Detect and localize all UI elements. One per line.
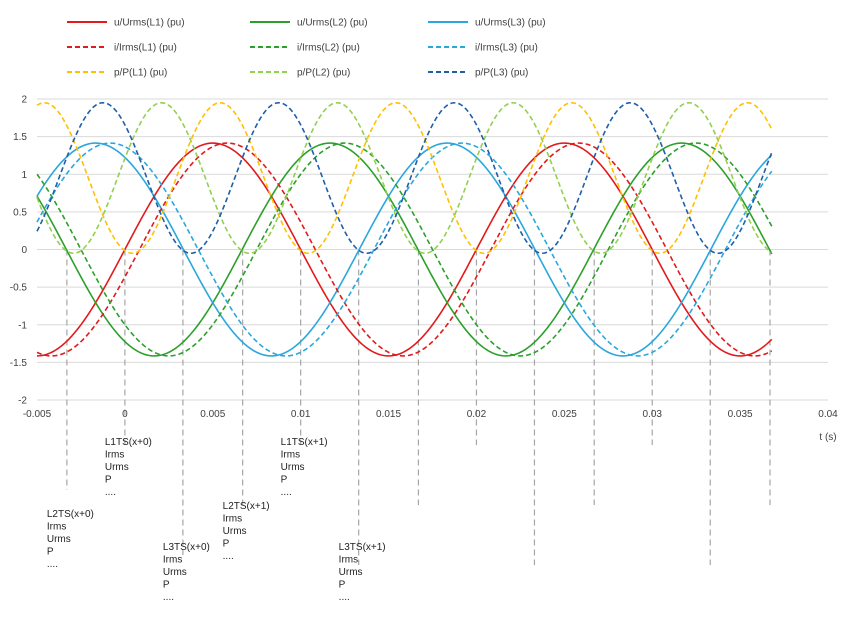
- annotation-line: Irms: [105, 450, 124, 461]
- legend: u/Urms(L1) (pu) u/Urms(L2) (pu) u/Urms(L3)…: [67, 18, 546, 79]
- annotation-line: Urms: [163, 567, 187, 578]
- y-tick-labels: 2 1.5 1 0.5 0 -0.5 -1 -1.5 -2: [10, 95, 28, 407]
- legend-label: p/P(L3) (pu): [475, 68, 528, 79]
- x-tick-label: 0.01: [291, 409, 311, 420]
- x-tick-label: -0.005: [23, 409, 52, 420]
- y-tick-label: 1.5: [13, 132, 27, 143]
- annotation-line: L3TS(x+0): [163, 542, 210, 553]
- annotation-line: P: [163, 580, 170, 591]
- y-tick-label: 1: [21, 170, 27, 181]
- annotation-line: P: [47, 547, 54, 558]
- y-tick-label: 0: [21, 245, 27, 256]
- series-line-2: [36, 142, 773, 357]
- legend-label: u/Urms(L2) (pu): [297, 18, 368, 29]
- annotation-line: P: [105, 475, 112, 486]
- series-line-1: [36, 142, 773, 357]
- annotation-line: Urms: [47, 534, 71, 545]
- series-group: [36, 101, 773, 357]
- series-line-5: [36, 142, 773, 357]
- annotation-line: Irms: [163, 555, 182, 566]
- x-tick-label: 0.025: [552, 409, 577, 420]
- annotation-line: L3TS(x+1): [339, 542, 386, 553]
- x-axis-title: t (s): [819, 432, 836, 443]
- annotation-line: L2TS(x+1): [223, 501, 270, 512]
- annotation-line: ....: [47, 559, 58, 570]
- annotation-line: Urms: [223, 526, 247, 537]
- annotation-line: ....: [339, 592, 350, 603]
- annotation-line: P: [281, 475, 288, 486]
- annotation-line: ....: [163, 592, 174, 603]
- legend-label: u/Urms(L1) (pu): [114, 18, 185, 29]
- y-tick-label: 0.5: [13, 207, 27, 218]
- legend-label: p/P(L1) (pu): [114, 68, 167, 79]
- annotation-line: Irms: [223, 514, 242, 525]
- annotation-line: L1TS(x+0): [105, 437, 152, 448]
- legend-label: i/Irms(L1) (pu): [114, 43, 177, 54]
- series-line-7: [36, 101, 773, 255]
- sample-markers: [66, 249, 771, 565]
- annotation-line: P: [223, 539, 230, 550]
- annotation-line: Urms: [105, 462, 129, 473]
- series-line-8: [36, 101, 773, 255]
- x-tick-labels: -0.005 0 0.005 0.01 0.015 0.02 0.025 0.03 0.035 0…: [23, 409, 838, 420]
- annotation-line: ....: [281, 487, 292, 498]
- y-tick-label: -1: [18, 320, 27, 331]
- y-tick-label: 2: [21, 95, 27, 106]
- y-tick-label: -1.5: [10, 358, 28, 369]
- annotation-line: Irms: [281, 450, 300, 461]
- x-tick-label: 0.035: [728, 409, 753, 420]
- legend-label: i/Irms(L2) (pu): [297, 43, 360, 54]
- y-tick-label: -0.5: [10, 283, 28, 294]
- annotations: L1TS(x+0)IrmsUrmsP....L2TS(x+0)IrmsUrmsP…: [47, 437, 386, 603]
- legend-label: p/P(L2) (pu): [297, 68, 350, 79]
- x-tick-label: 0: [122, 409, 128, 420]
- annotation-line: ....: [223, 551, 234, 562]
- annotation-line: L2TS(x+0): [47, 509, 94, 520]
- annotation-line: L1TS(x+1): [281, 437, 328, 448]
- legend-label: i/Irms(L3) (pu): [475, 43, 538, 54]
- annotation-line: ....: [105, 487, 116, 498]
- legend-label: u/Urms(L3) (pu): [475, 18, 546, 29]
- x-tick-label: 0.04: [818, 409, 838, 420]
- x-tick-label: 0.015: [376, 409, 401, 420]
- y-tick-label: -2: [18, 396, 27, 407]
- series-line-9: [36, 101, 773, 255]
- annotation-line: Irms: [339, 555, 358, 566]
- annotation-line: Irms: [47, 522, 66, 533]
- x-tick-label: 0.03: [642, 409, 662, 420]
- annotation-line: Urms: [339, 567, 363, 578]
- x-tick-label: 0.005: [200, 409, 225, 420]
- x-tick-label: 0.02: [467, 409, 487, 420]
- annotation-line: P: [339, 580, 346, 591]
- series-line-3: [36, 142, 773, 357]
- annotation-line: Urms: [281, 462, 305, 473]
